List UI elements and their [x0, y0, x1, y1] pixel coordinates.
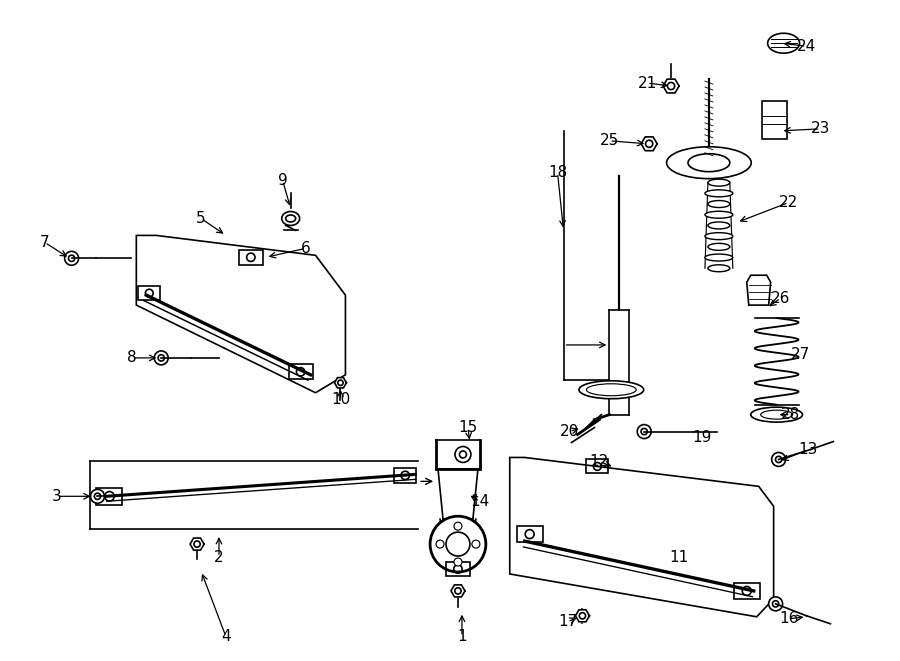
Ellipse shape	[579, 381, 644, 399]
Circle shape	[472, 540, 480, 548]
Text: 23: 23	[811, 122, 830, 136]
Ellipse shape	[708, 243, 730, 251]
Text: 15: 15	[458, 420, 478, 435]
Circle shape	[637, 424, 652, 438]
Polygon shape	[451, 585, 465, 597]
Ellipse shape	[667, 147, 752, 178]
Ellipse shape	[705, 190, 733, 197]
Polygon shape	[335, 377, 346, 388]
Circle shape	[436, 540, 444, 548]
Circle shape	[446, 532, 470, 556]
Text: 3: 3	[52, 488, 61, 504]
Polygon shape	[641, 137, 657, 151]
Text: 2: 2	[214, 549, 224, 564]
Text: 7: 7	[40, 235, 50, 250]
Text: 9: 9	[278, 173, 288, 188]
Text: 10: 10	[331, 392, 350, 407]
Text: 11: 11	[670, 549, 688, 564]
Ellipse shape	[708, 179, 730, 186]
Ellipse shape	[768, 33, 799, 53]
Polygon shape	[190, 538, 204, 550]
Polygon shape	[509, 457, 774, 617]
Circle shape	[430, 516, 486, 572]
Bar	[517, 526, 543, 542]
Circle shape	[65, 251, 78, 265]
Ellipse shape	[282, 212, 300, 225]
Text: 27: 27	[791, 348, 810, 362]
Ellipse shape	[708, 222, 730, 229]
Text: 24: 24	[796, 39, 816, 54]
Text: 12: 12	[590, 454, 609, 469]
Bar	[587, 459, 608, 473]
Text: 13: 13	[799, 442, 818, 457]
Bar	[394, 468, 416, 483]
Circle shape	[771, 453, 786, 467]
Circle shape	[454, 522, 462, 530]
Text: 4: 4	[221, 629, 230, 644]
Polygon shape	[575, 609, 590, 622]
Bar	[96, 488, 122, 505]
Bar	[238, 250, 263, 265]
Ellipse shape	[708, 265, 730, 272]
Text: 25: 25	[599, 134, 619, 148]
Ellipse shape	[708, 200, 730, 208]
Ellipse shape	[751, 407, 803, 422]
Text: 5: 5	[196, 211, 206, 226]
Circle shape	[454, 558, 462, 566]
Text: 6: 6	[301, 241, 310, 256]
Circle shape	[455, 447, 471, 463]
Text: 20: 20	[560, 424, 579, 439]
Ellipse shape	[705, 254, 733, 261]
Text: 21: 21	[637, 75, 657, 91]
Bar	[289, 364, 312, 379]
Ellipse shape	[705, 212, 733, 218]
Text: 28: 28	[781, 407, 800, 422]
Text: 26: 26	[771, 291, 790, 305]
Circle shape	[769, 597, 783, 611]
Text: 22: 22	[778, 195, 798, 210]
Text: 1: 1	[457, 629, 467, 644]
Text: 17: 17	[558, 614, 577, 629]
Text: 14: 14	[470, 494, 490, 509]
Bar	[139, 286, 160, 300]
Text: 8: 8	[127, 350, 136, 366]
Circle shape	[154, 351, 168, 365]
Polygon shape	[663, 79, 679, 93]
Bar	[734, 583, 760, 599]
Text: 18: 18	[548, 165, 567, 180]
Ellipse shape	[705, 233, 733, 240]
Bar	[761, 101, 787, 139]
Polygon shape	[747, 275, 770, 305]
Text: 19: 19	[692, 430, 712, 445]
Polygon shape	[136, 235, 346, 393]
Circle shape	[91, 489, 104, 503]
Bar	[446, 562, 470, 576]
Ellipse shape	[688, 154, 730, 172]
Text: 16: 16	[778, 611, 798, 626]
